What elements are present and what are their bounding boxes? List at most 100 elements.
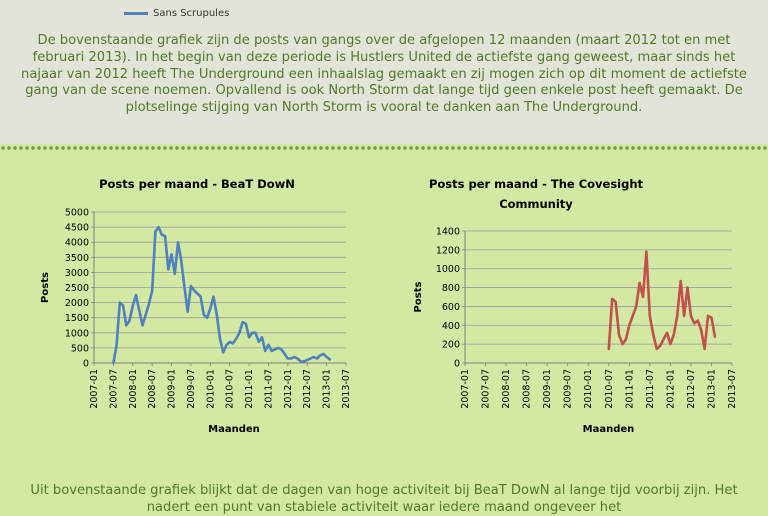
data-point bbox=[209, 307, 212, 310]
data-point bbox=[700, 329, 703, 331]
data-point bbox=[222, 351, 225, 354]
data-point bbox=[299, 360, 302, 363]
data-point bbox=[232, 342, 234, 345]
x-tick-label: 2013-01 bbox=[706, 369, 717, 409]
data-point bbox=[611, 298, 614, 300]
x-tick-label: 2012-07 bbox=[302, 369, 313, 409]
y-tick-label: 0 bbox=[454, 359, 460, 370]
data-point bbox=[254, 331, 257, 334]
chart-title: Posts per maand - BeaT DowN bbox=[99, 177, 295, 191]
y-tick-label: 1000 bbox=[65, 328, 89, 339]
data-point bbox=[662, 338, 665, 341]
data-point bbox=[306, 359, 309, 361]
x-tick-label: 2012-01 bbox=[283, 369, 294, 409]
data-point bbox=[183, 286, 186, 289]
data-point bbox=[154, 230, 157, 233]
data-point bbox=[206, 316, 209, 319]
data-point bbox=[173, 273, 176, 275]
data-point bbox=[264, 350, 267, 352]
data-point bbox=[303, 360, 305, 363]
x-tick-label: 2008-01 bbox=[501, 369, 512, 409]
data-point bbox=[614, 300, 617, 303]
data-point bbox=[312, 356, 315, 358]
x-tick-label: 2013-01 bbox=[322, 369, 333, 409]
data-point bbox=[170, 253, 173, 256]
y-tick-label: 3500 bbox=[65, 253, 89, 264]
data-point bbox=[202, 313, 205, 316]
data-point bbox=[225, 344, 228, 346]
data-point bbox=[642, 296, 644, 298]
data-point bbox=[144, 313, 147, 316]
data-point bbox=[148, 303, 150, 305]
y-tick-label: 4000 bbox=[65, 238, 89, 249]
data-point bbox=[274, 348, 276, 351]
y-tick-label: 2000 bbox=[65, 298, 89, 309]
y-tick-label: 0 bbox=[83, 359, 89, 370]
data-point bbox=[251, 331, 254, 334]
y-tick-label: 2500 bbox=[65, 283, 89, 294]
data-point bbox=[710, 316, 713, 319]
series-line bbox=[112, 225, 332, 365]
y-tick-label: 500 bbox=[71, 343, 89, 354]
x-axis-label: Maanden bbox=[583, 424, 635, 435]
x-tick-label: 2010-07 bbox=[225, 369, 236, 409]
chart-title-line-1: Posts per maand - The Covesight bbox=[429, 177, 644, 191]
data-point bbox=[164, 235, 167, 238]
x-tick-label: 2007-01 bbox=[460, 369, 471, 409]
data-point bbox=[115, 344, 118, 346]
chart-title: Posts per maand - The Covesight Community bbox=[429, 177, 644, 211]
data-point bbox=[131, 304, 134, 307]
legend: Sans Scrupules bbox=[124, 6, 229, 20]
y-axis-label: Posts bbox=[413, 282, 424, 313]
charts-area: Posts per maand - BeaT DowN 0 500 1000 1500 2… bbox=[40, 177, 738, 435]
data-point bbox=[309, 357, 312, 360]
data-point bbox=[655, 348, 658, 350]
data-point bbox=[118, 301, 121, 304]
data-point bbox=[703, 348, 706, 350]
x-tick-label: 2007-01 bbox=[89, 369, 100, 409]
data-point bbox=[645, 250, 648, 253]
data-point bbox=[160, 233, 163, 236]
data-point bbox=[261, 336, 263, 339]
data-point bbox=[293, 356, 296, 358]
legend-swatch bbox=[124, 11, 148, 15]
x-tick-label: 2011-07 bbox=[263, 369, 274, 409]
data-point bbox=[625, 338, 627, 341]
data-point bbox=[707, 315, 709, 317]
data-point bbox=[180, 259, 183, 262]
x-tick-label: 2010-01 bbox=[583, 369, 594, 409]
data-point bbox=[257, 341, 260, 343]
chart-title-line-2: Community bbox=[499, 197, 573, 211]
y-tick-label: 4500 bbox=[65, 223, 89, 234]
data-point bbox=[267, 344, 270, 346]
data-point bbox=[328, 358, 331, 361]
data-point bbox=[238, 331, 241, 334]
y-tick-label: 5000 bbox=[65, 208, 89, 219]
data-point bbox=[607, 348, 610, 350]
data-point bbox=[686, 286, 689, 289]
data-point bbox=[696, 319, 699, 322]
data-point bbox=[714, 335, 716, 338]
data-point bbox=[157, 226, 160, 228]
top-panel: Sans Scrupules De bovenstaande grafiek z… bbox=[0, 0, 768, 144]
data-point bbox=[621, 343, 624, 345]
y-tick-label: 3000 bbox=[65, 268, 89, 279]
data-point bbox=[128, 319, 131, 322]
x-tick-label: 2011-07 bbox=[645, 369, 656, 409]
x-tick-label: 2011-01 bbox=[624, 369, 635, 409]
x-tick-label: 2009-01 bbox=[542, 369, 553, 409]
data-point bbox=[212, 295, 215, 298]
data-point bbox=[138, 309, 141, 312]
data-point bbox=[676, 315, 679, 317]
data-point bbox=[693, 322, 696, 325]
y-tick-label: 400 bbox=[442, 321, 460, 332]
x-tick-label: 2012-07 bbox=[686, 369, 697, 409]
data-point bbox=[648, 315, 651, 317]
data-point bbox=[666, 331, 668, 334]
data-point bbox=[638, 282, 641, 284]
data-point bbox=[316, 357, 318, 360]
data-point bbox=[235, 337, 238, 340]
data-point bbox=[135, 294, 137, 296]
data-point bbox=[241, 321, 244, 324]
x-tick-label: 2008-07 bbox=[147, 369, 158, 409]
